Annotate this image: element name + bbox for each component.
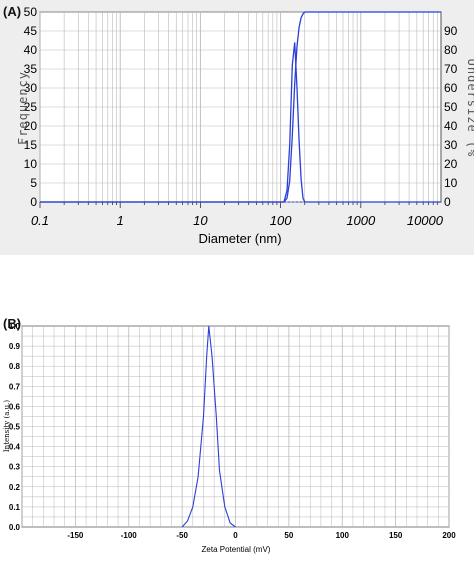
zeta-series-line	[181, 325, 236, 528]
x-tick-label: 200	[442, 531, 456, 540]
panel-b-label: (B)	[3, 316, 21, 331]
y2-axis-title-a: Undersize (%	[465, 59, 474, 158]
chart-panel-b: 0.0 0.1 0.2 0.3 0.4 0.5 0.6 0.7 0.8 0.9 1.0 -150 -10…	[3, 316, 456, 554]
panel-a-ticks: 0 5 10 15 20 25 30 35 40 45 50 0 10 20 30 40 50 60 70 80 90 0…	[24, 5, 458, 228]
y-tick-label: 10	[24, 157, 38, 171]
y-tick-label: 30	[24, 81, 38, 95]
x-tick-label: -100	[121, 531, 138, 540]
y2-tick-label: 70	[444, 62, 458, 76]
y2-tick-label: 60	[444, 81, 458, 95]
y2-tick-label: 30	[444, 138, 458, 152]
x-tick-label: 10000	[407, 213, 444, 228]
x-axis-title-b: Zeta Potential (mV)	[202, 545, 271, 554]
y-tick-label: 50	[24, 5, 38, 19]
y-tick-label: 0.3	[9, 463, 21, 472]
panel-a-label: (A)	[3, 4, 21, 19]
chart-panel-a: 0 5 10 15 20 25 30 35 40 45 50 0 10 20 30 40 50 60 70 80 90 0…	[0, 0, 474, 255]
y-tick-label: 5	[30, 176, 37, 190]
y-tick-label: 45	[24, 24, 38, 38]
undersize-series-line	[40, 11, 441, 203]
x-tick-label: 0	[233, 531, 238, 540]
y-tick-label: 15	[24, 138, 38, 152]
y-tick-label: 1.0	[9, 322, 21, 331]
y2-tick-label: 90	[444, 24, 458, 38]
x-tick-label: 1000	[346, 213, 376, 228]
y2-tick-label: 0	[444, 195, 451, 209]
y-tick-label: 0.2	[9, 483, 21, 492]
y-tick-label: 25	[24, 100, 38, 114]
y-tick-label: 40	[24, 43, 38, 57]
y2-tick-label: 10	[444, 176, 458, 190]
x-tick-label: 150	[389, 531, 403, 540]
x-tick-label: 100	[336, 531, 350, 540]
y-axis-title-a: Frequency	[16, 71, 30, 145]
y2-tick-label: 80	[444, 43, 458, 57]
y-tick-label: 0.9	[9, 342, 21, 351]
y-tick-label: 0	[30, 195, 37, 209]
y2-tick-label: 40	[444, 119, 458, 133]
x-tick-label: 50	[284, 531, 293, 540]
y-tick-label: 20	[24, 119, 38, 133]
y-tick-label: 0.6	[9, 402, 21, 411]
y-tick-label: 0.0	[9, 523, 21, 532]
y2-tick-label: 50	[444, 100, 458, 114]
x-tick-label: 1	[117, 213, 124, 228]
y2-tick-label: 20	[444, 157, 458, 171]
panel-a-grid	[39, 11, 441, 203]
y-tick-label: 35	[24, 62, 38, 76]
panel-b-grid	[21, 325, 450, 528]
x-tick-label: 0.1	[31, 213, 49, 228]
x-tick-label: -150	[67, 531, 84, 540]
y-tick-label: 0.8	[9, 362, 21, 371]
x-tick-label: -50	[176, 531, 188, 540]
y-tick-label: 0.4	[9, 443, 21, 452]
x-axis-title-a: Diameter (nm)	[198, 231, 281, 246]
x-tick-label: 100	[270, 213, 292, 228]
y-tick-label: 0.1	[9, 503, 21, 512]
y-axis-title-b: Intensity (a.u.)	[3, 400, 11, 452]
y-tick-label: 0.7	[9, 382, 21, 391]
y-tick-label: 0.5	[9, 423, 21, 432]
panel-b-ticks: 0.0 0.1 0.2 0.3 0.4 0.5 0.6 0.7 0.8 0.9 1.0 -150 -10…	[9, 322, 456, 540]
x-tick-label: 10	[193, 213, 208, 228]
